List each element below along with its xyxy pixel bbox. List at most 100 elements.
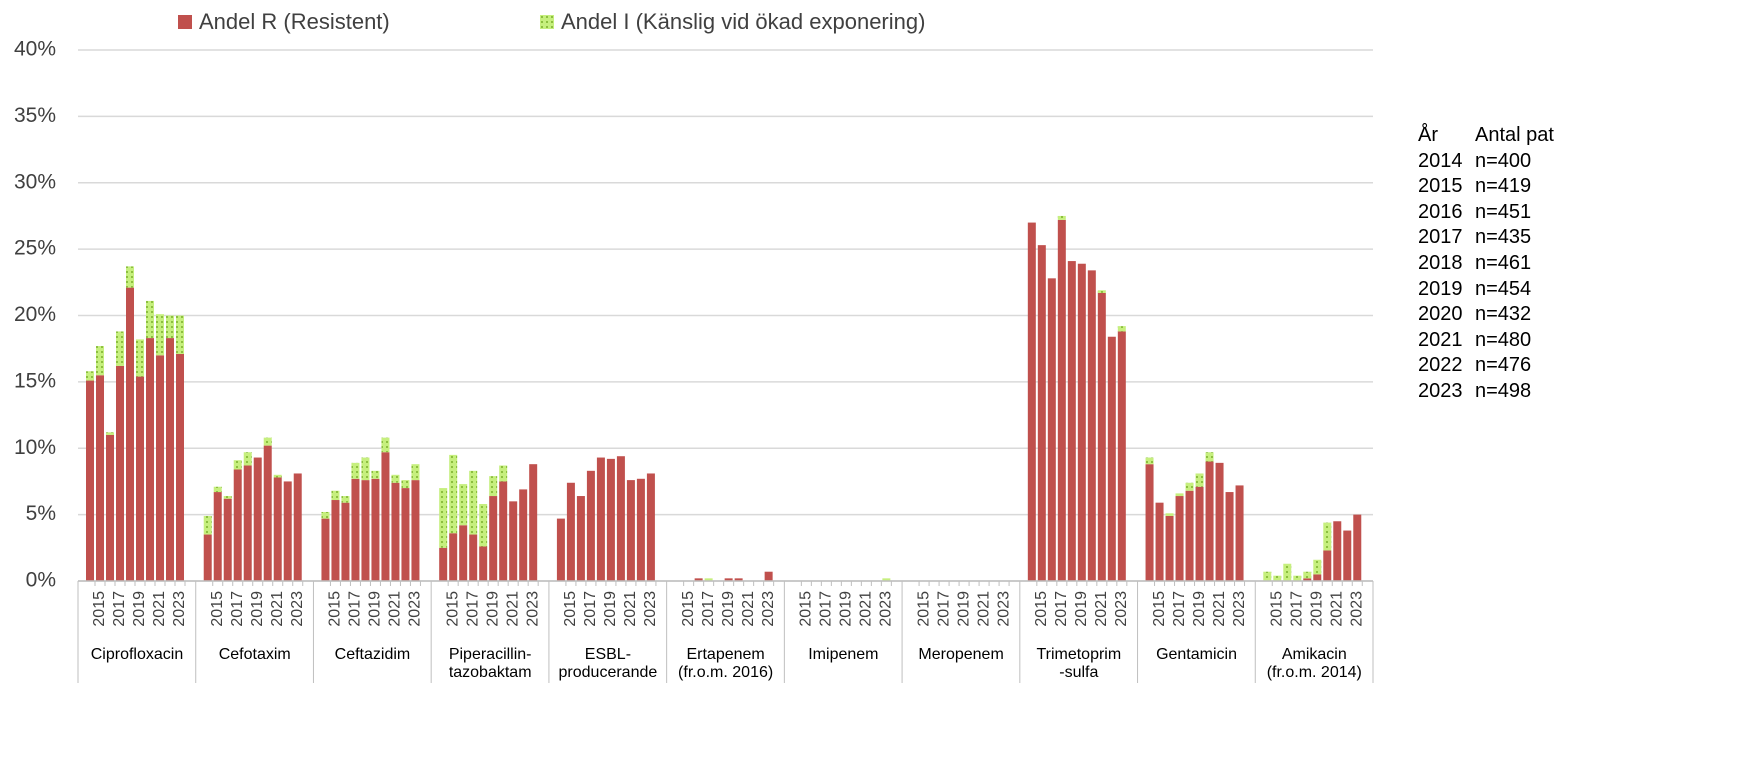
bar-segment (1273, 575, 1282, 581)
x-tick-label: 2019 (955, 591, 972, 627)
x-tick-label: 2023 (407, 591, 424, 627)
x-tick-label: 2015 (680, 591, 697, 627)
x-tick-label: 2017 (464, 591, 481, 627)
table-cell: n=400 (1475, 149, 1532, 172)
bar-segment (263, 445, 272, 581)
x-tick-label: 2017 (347, 591, 364, 627)
bar-segment (479, 546, 488, 581)
bar-segment (704, 578, 713, 581)
x-tick-label: 2023 (289, 591, 306, 627)
bar-segment (273, 477, 282, 581)
x-tick-label: 2021 (269, 591, 286, 627)
table-row: 2015 n=419 (1418, 175, 1554, 201)
bar-segment (566, 482, 575, 581)
bar-segment (321, 518, 330, 581)
table-row: 2022 n=476 (1418, 354, 1554, 380)
x-tick-label: 2021 (622, 591, 639, 627)
x-tick-label: 2023 (760, 591, 777, 627)
bar-segment (529, 464, 538, 581)
x-tick-label: 2021 (858, 591, 875, 627)
bar-segment (1107, 336, 1116, 581)
bar-segment (469, 470, 478, 535)
bar-segment (401, 488, 410, 581)
bar-segment (1067, 261, 1076, 581)
bar-segment (1303, 578, 1312, 581)
bar-segment (106, 434, 114, 581)
bar-segment (509, 501, 518, 581)
bar-segment (86, 371, 94, 381)
bar-segment (371, 470, 380, 479)
bar-segment (156, 355, 164, 581)
bar-segment (1037, 245, 1046, 581)
bar-segment (626, 480, 635, 581)
bar-segment (331, 490, 340, 501)
bar-segment (469, 534, 478, 581)
bar-segment (136, 376, 144, 581)
bar-segment (449, 454, 458, 534)
x-tick-label: 2021 (1211, 591, 1228, 627)
bar-segment (341, 496, 350, 503)
bar-segment (479, 504, 488, 547)
table-cell: 2020 (1418, 303, 1463, 326)
x-tick-label: 2021 (1328, 591, 1345, 627)
group-label: Amikacin (fr.o.m. 2014) (1266, 646, 1362, 681)
bar-segment (1195, 473, 1204, 487)
bar-segment (1145, 464, 1154, 581)
group-label: Ciprofloxacin (90, 646, 184, 663)
table-cell: 2023 (1418, 379, 1463, 402)
bar-segment (636, 478, 645, 581)
x-tick-label: 2023 (1348, 591, 1365, 627)
bar-segment (499, 481, 508, 581)
x-tick-label: 2017 (818, 591, 835, 627)
bar-segment (116, 331, 124, 366)
bar-segment (401, 480, 410, 489)
x-tick-label: 2021 (504, 591, 521, 627)
bar-segment (1057, 219, 1066, 582)
group-label: Imipenem (808, 646, 879, 663)
bar-segment (233, 460, 242, 470)
bar-segment (439, 488, 448, 548)
bar-segment (596, 457, 605, 581)
table-row: 2016 n=451 (1418, 201, 1554, 227)
bar-segment (86, 380, 94, 581)
bar-segment (616, 456, 625, 581)
bar-segment (1205, 461, 1214, 581)
y-tick-label: 10% (14, 436, 56, 459)
group-label: Gentamicin (1156, 646, 1237, 663)
bar-segment (1077, 263, 1086, 581)
legend-swatch (178, 15, 192, 29)
y-tick-label: 5% (26, 502, 56, 525)
x-tick-label: 2019 (1073, 591, 1090, 627)
bar-segment (381, 452, 390, 581)
bar-segment (1175, 493, 1184, 497)
bar-segment (646, 473, 655, 581)
bar-segment (1353, 514, 1362, 581)
y-tick-label: 30% (14, 170, 56, 193)
x-tick-label: 2019 (602, 591, 619, 627)
y-tick-label: 20% (14, 303, 56, 326)
bar-segment (233, 469, 242, 581)
group-label: Cefotaxim (218, 646, 291, 663)
table-cell: n=476 (1475, 354, 1532, 377)
bar-segment (1215, 462, 1224, 581)
x-tick-label: 2019 (720, 591, 737, 627)
bar-segment (96, 375, 104, 581)
bar-segment (1155, 502, 1164, 581)
bar-segment (1175, 496, 1184, 581)
bar-segment (1057, 215, 1066, 220)
bar-segment (606, 458, 615, 581)
y-tick-label: 0% (26, 569, 56, 592)
bar-segment (156, 314, 164, 356)
x-tick-label: 2021 (151, 591, 168, 627)
bar-segment (166, 338, 174, 581)
table-cell: 2016 (1418, 200, 1463, 223)
y-tick-label: 35% (14, 104, 56, 127)
table-cell: n=435 (1475, 226, 1532, 249)
group-label: Meropenem (918, 646, 1004, 663)
legend-swatch (540, 15, 554, 29)
bar-segment (1185, 482, 1194, 491)
y-tick-label: 40% (14, 38, 56, 61)
bar-segment (321, 511, 330, 519)
x-tick-label: 2019 (131, 591, 148, 627)
bar-segment (203, 534, 212, 581)
